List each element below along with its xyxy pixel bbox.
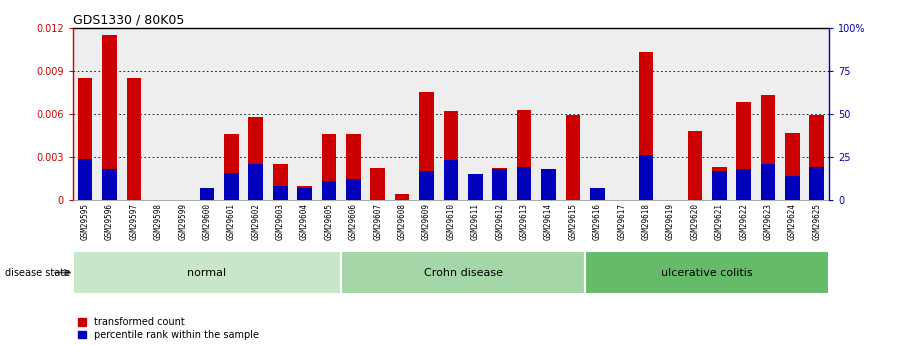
- Text: GSM29605: GSM29605: [324, 203, 333, 239]
- Bar: [468, 174, 483, 200]
- Bar: [200, 188, 214, 200]
- Text: GSM29614: GSM29614: [544, 203, 553, 239]
- Text: GSM29597: GSM29597: [129, 203, 138, 239]
- Text: GSM29603: GSM29603: [276, 203, 285, 239]
- Bar: [590, 188, 605, 200]
- Bar: [810, 115, 824, 200]
- Bar: [639, 52, 653, 200]
- Bar: [224, 172, 239, 200]
- Bar: [541, 169, 556, 200]
- FancyBboxPatch shape: [342, 251, 585, 294]
- Bar: [711, 171, 727, 200]
- Text: GSM29610: GSM29610: [446, 203, 456, 239]
- Bar: [77, 78, 92, 200]
- Text: GSM29613: GSM29613: [519, 203, 528, 239]
- Bar: [711, 167, 727, 200]
- Bar: [810, 167, 824, 200]
- Text: GSM29624: GSM29624: [788, 203, 797, 239]
- Bar: [517, 167, 531, 200]
- Text: GSM29601: GSM29601: [227, 203, 236, 239]
- Text: GDS1330 / 80K05: GDS1330 / 80K05: [73, 13, 184, 27]
- Text: GSM29596: GSM29596: [105, 203, 114, 239]
- Bar: [346, 179, 361, 200]
- Bar: [419, 171, 434, 200]
- Legend: transformed count, percentile rank within the sample: transformed count, percentile rank withi…: [77, 317, 260, 340]
- Text: ulcerative colitis: ulcerative colitis: [661, 268, 752, 277]
- Bar: [493, 168, 507, 200]
- Bar: [249, 117, 263, 200]
- Text: GSM29598: GSM29598: [154, 203, 163, 239]
- Text: GSM29612: GSM29612: [496, 203, 504, 239]
- Text: GSM29625: GSM29625: [813, 203, 822, 239]
- Text: GSM29621: GSM29621: [715, 203, 723, 239]
- Text: GSM29618: GSM29618: [641, 203, 650, 239]
- Bar: [444, 160, 458, 200]
- Bar: [77, 159, 92, 200]
- Text: GSM29599: GSM29599: [179, 203, 187, 239]
- Bar: [785, 132, 800, 200]
- Text: GSM29607: GSM29607: [374, 203, 383, 239]
- Text: GSM29608: GSM29608: [398, 203, 406, 239]
- Text: normal: normal: [188, 268, 227, 277]
- Bar: [346, 134, 361, 200]
- Bar: [249, 164, 263, 200]
- Bar: [736, 169, 751, 200]
- Text: GSM29623: GSM29623: [763, 203, 773, 239]
- Text: GSM29609: GSM29609: [422, 203, 431, 239]
- Bar: [371, 168, 385, 200]
- Bar: [639, 155, 653, 200]
- Text: GSM29617: GSM29617: [617, 203, 626, 239]
- Bar: [566, 115, 580, 200]
- Bar: [517, 110, 531, 200]
- Text: GSM29611: GSM29611: [471, 203, 480, 239]
- Text: disease state: disease state: [5, 268, 69, 277]
- Bar: [468, 174, 483, 200]
- Bar: [785, 176, 800, 200]
- FancyBboxPatch shape: [73, 251, 342, 294]
- Text: GSM29622: GSM29622: [739, 203, 748, 239]
- Text: GSM29606: GSM29606: [349, 203, 358, 239]
- Bar: [394, 194, 409, 200]
- Bar: [493, 169, 507, 200]
- Bar: [444, 111, 458, 200]
- Bar: [297, 186, 312, 200]
- Bar: [102, 169, 117, 200]
- Bar: [273, 186, 288, 200]
- Text: GSM29602: GSM29602: [251, 203, 261, 239]
- Text: GSM29615: GSM29615: [568, 203, 578, 239]
- Text: GSM29604: GSM29604: [300, 203, 309, 239]
- Text: GSM29619: GSM29619: [666, 203, 675, 239]
- Bar: [761, 164, 775, 200]
- Bar: [102, 35, 117, 200]
- Text: GSM29600: GSM29600: [202, 203, 211, 239]
- Text: GSM29616: GSM29616: [593, 203, 602, 239]
- Bar: [224, 134, 239, 200]
- Text: GSM29620: GSM29620: [691, 203, 700, 239]
- Bar: [419, 92, 434, 200]
- Bar: [736, 102, 751, 200]
- Bar: [761, 95, 775, 200]
- Bar: [688, 131, 702, 200]
- Bar: [297, 188, 312, 200]
- Bar: [273, 164, 288, 200]
- Text: GSM29595: GSM29595: [80, 203, 89, 239]
- Bar: [127, 78, 141, 200]
- Bar: [322, 181, 336, 200]
- Text: Crohn disease: Crohn disease: [424, 268, 503, 277]
- FancyBboxPatch shape: [585, 251, 829, 294]
- Bar: [322, 134, 336, 200]
